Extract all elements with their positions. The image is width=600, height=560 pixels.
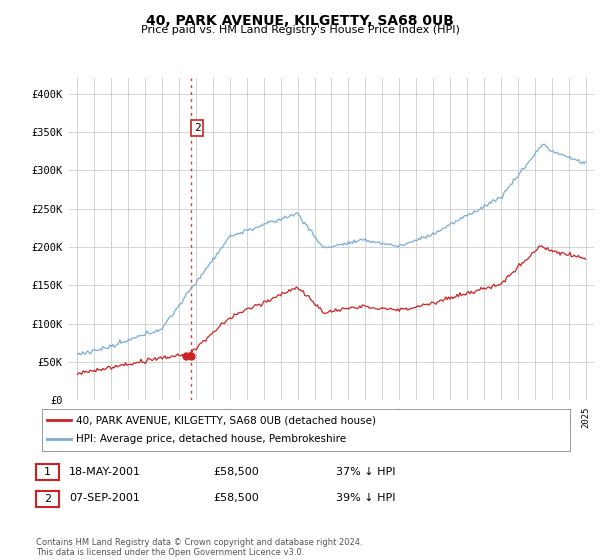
Text: Price paid vs. HM Land Registry's House Price Index (HPI): Price paid vs. HM Land Registry's House … <box>140 25 460 35</box>
Text: 39% ↓ HPI: 39% ↓ HPI <box>336 493 395 503</box>
Text: 18-MAY-2001: 18-MAY-2001 <box>69 466 141 477</box>
Text: 2: 2 <box>194 123 200 133</box>
Text: 40, PARK AVENUE, KILGETTY, SA68 0UB (detached house): 40, PARK AVENUE, KILGETTY, SA68 0UB (det… <box>76 415 376 425</box>
Text: £58,500: £58,500 <box>213 493 259 503</box>
Text: £58,500: £58,500 <box>213 466 259 477</box>
Text: Contains HM Land Registry data © Crown copyright and database right 2024.
This d: Contains HM Land Registry data © Crown c… <box>36 538 362 557</box>
Text: 40, PARK AVENUE, KILGETTY, SA68 0UB: 40, PARK AVENUE, KILGETTY, SA68 0UB <box>146 14 454 28</box>
Text: HPI: Average price, detached house, Pembrokeshire: HPI: Average price, detached house, Pemb… <box>76 435 346 445</box>
Text: 2: 2 <box>44 494 51 504</box>
Text: 37% ↓ HPI: 37% ↓ HPI <box>336 466 395 477</box>
Text: 07-SEP-2001: 07-SEP-2001 <box>69 493 140 503</box>
Text: 1: 1 <box>44 467 51 477</box>
